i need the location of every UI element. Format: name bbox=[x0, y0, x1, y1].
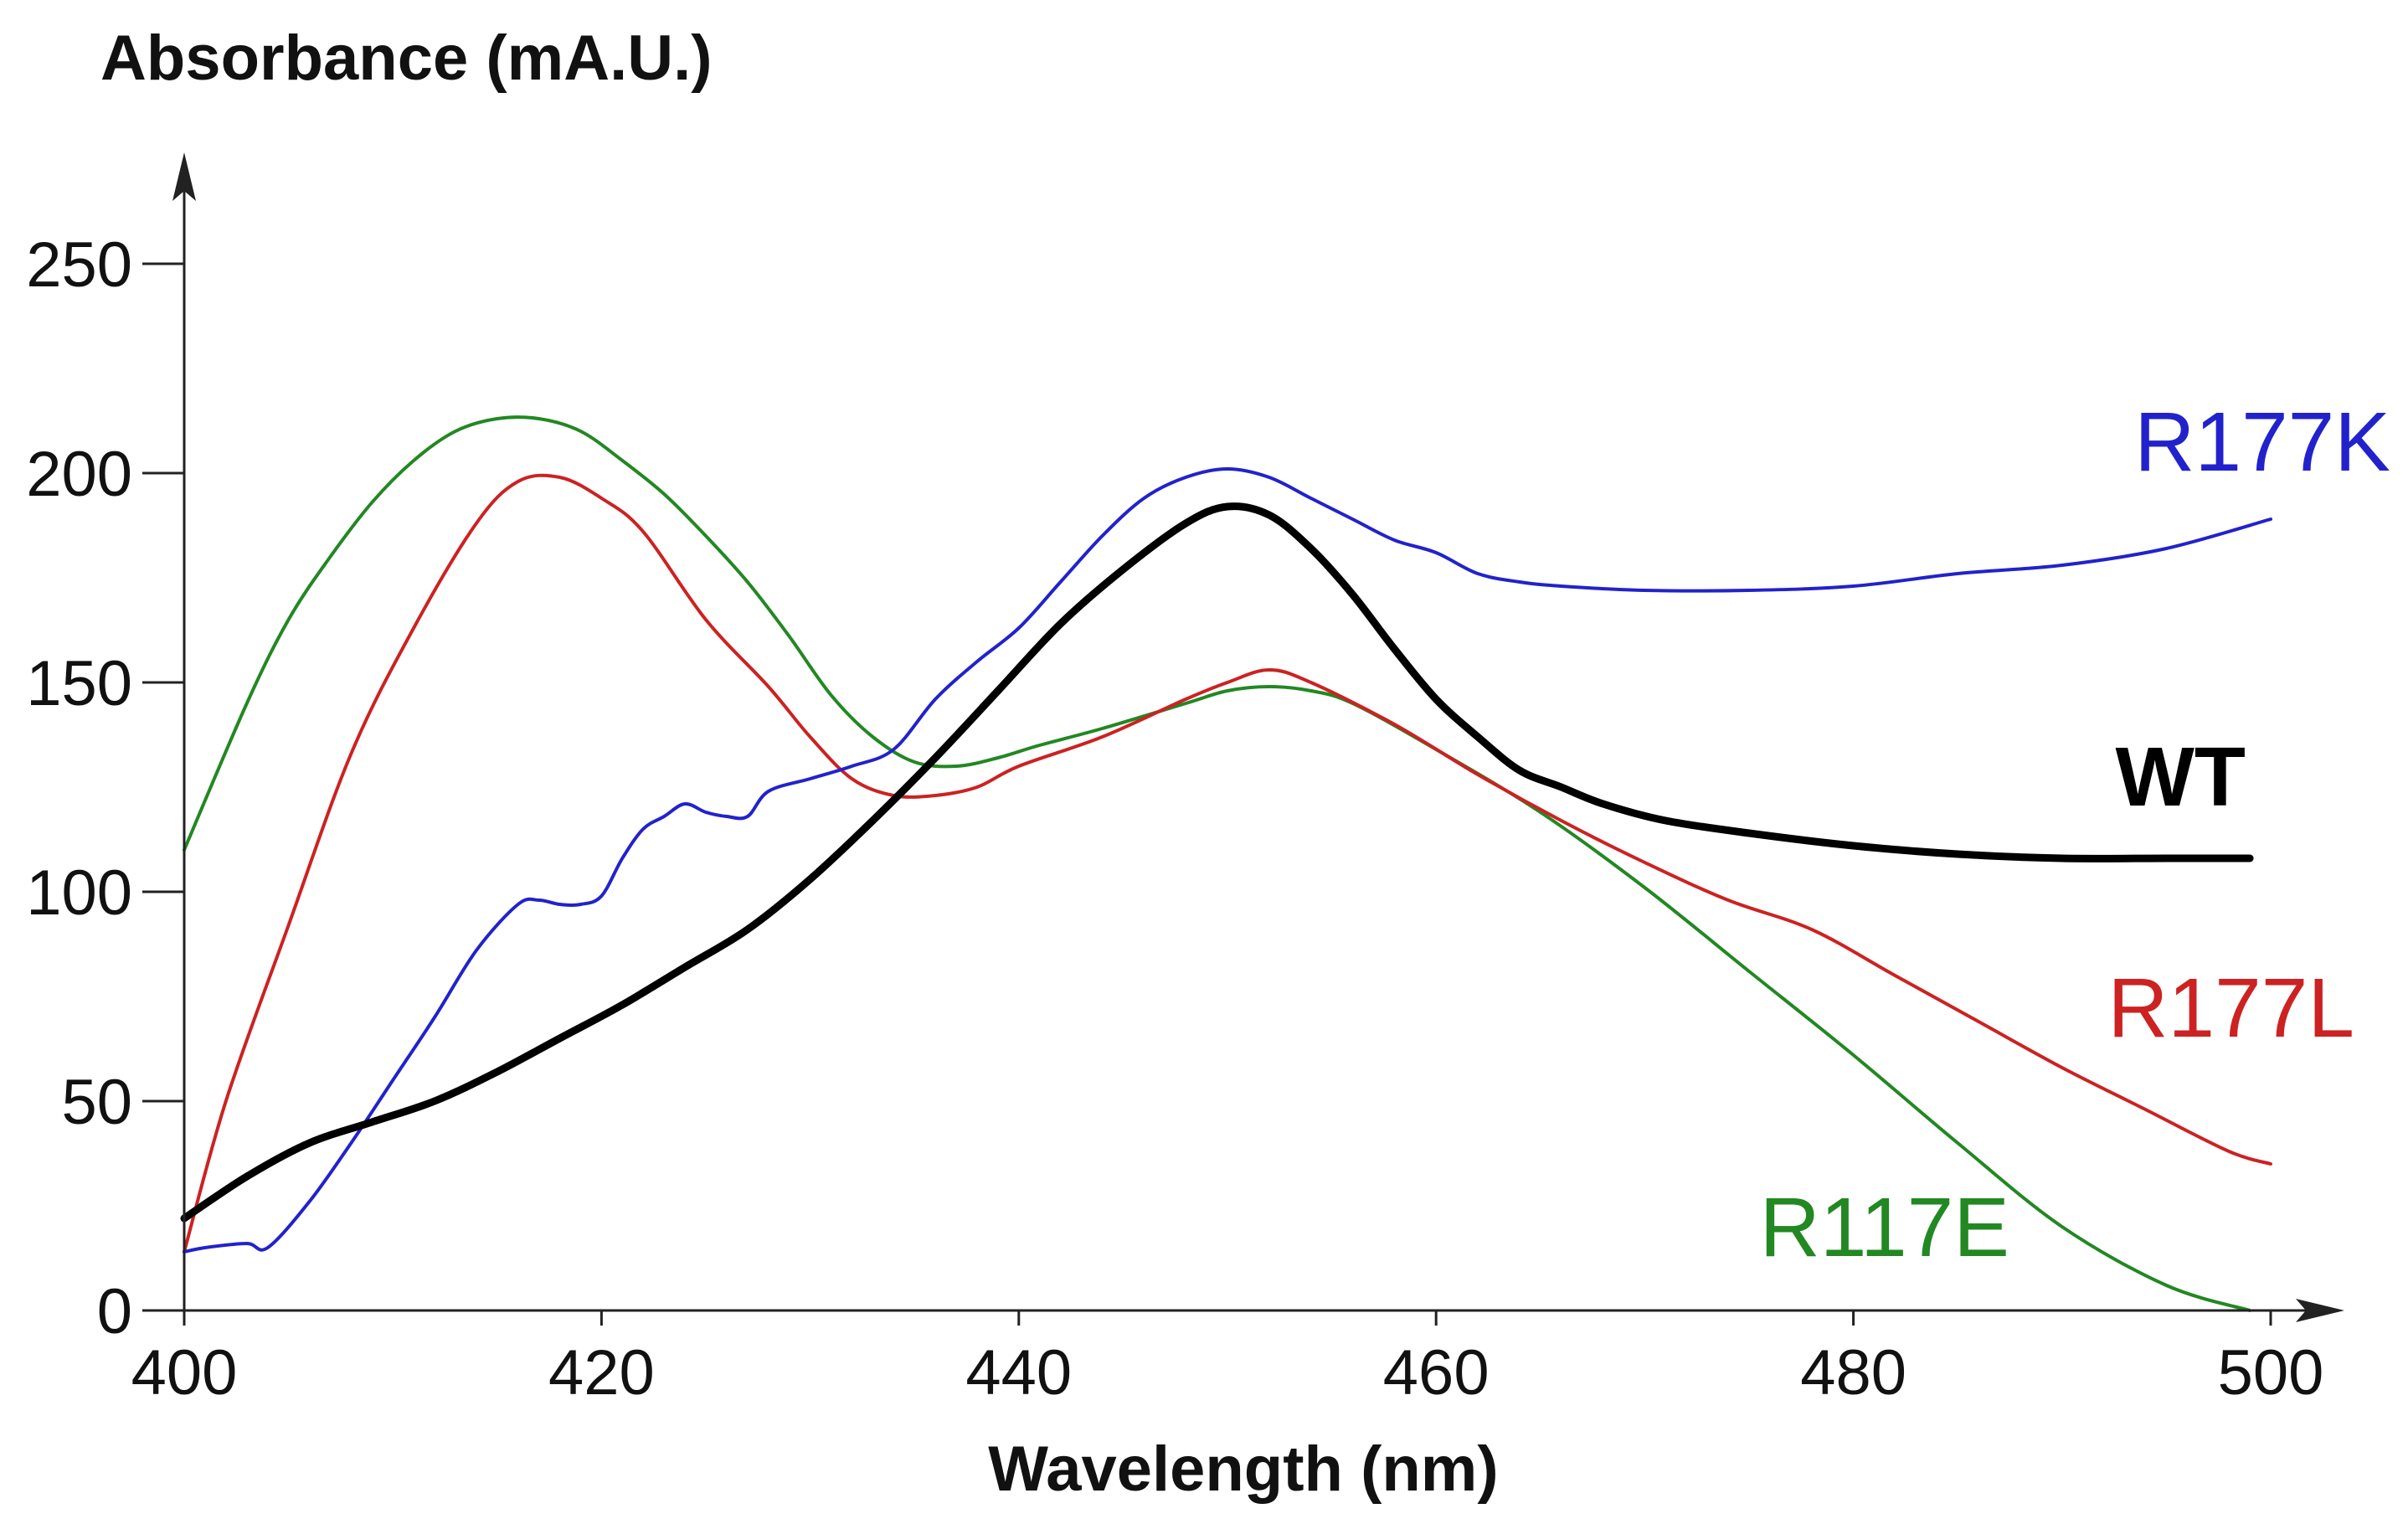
axes-layer bbox=[172, 152, 2344, 1322]
x-tick-label: 500 bbox=[2218, 1337, 2324, 1408]
x-axis-title: Wavelength (nm) bbox=[988, 1434, 1498, 1505]
series-line-r177l bbox=[183, 473, 2272, 1254]
x-tick-label: 460 bbox=[1383, 1337, 1490, 1408]
x-tick-label: 400 bbox=[131, 1337, 238, 1408]
y-tick-label: 250 bbox=[26, 229, 132, 301]
series-layer bbox=[180, 415, 2272, 1312]
series-line-r117e bbox=[183, 415, 2252, 1312]
y-axis-title: Absorbance (mA.U.) bbox=[100, 23, 713, 94]
y-tick-label: 150 bbox=[26, 648, 132, 719]
series-label-r177l: R177L bbox=[2107, 961, 2354, 1055]
y-tick-label: 0 bbox=[97, 1276, 132, 1347]
series-line-wt bbox=[180, 502, 2254, 1223]
y-tick-label: 200 bbox=[26, 439, 132, 510]
y-tick-label: 100 bbox=[26, 857, 132, 929]
series-label-wt: WT bbox=[2116, 730, 2246, 824]
y-axis-arrow bbox=[172, 152, 196, 201]
series-label-r117e: R117E bbox=[1760, 1181, 2009, 1274]
series-line-r177k bbox=[183, 467, 2272, 1254]
x-axis-arrow bbox=[2296, 1299, 2344, 1322]
series-label-r177k: R177K bbox=[2134, 395, 2390, 489]
x-tick-label: 420 bbox=[548, 1337, 655, 1408]
y-tick-label: 50 bbox=[61, 1067, 132, 1138]
ticks-layer: 0 50 100 150 200 250 400 420 440 460 480 500 bbox=[26, 229, 2323, 1408]
x-tick-label: 440 bbox=[965, 1337, 1072, 1408]
x-tick-label: 480 bbox=[1800, 1337, 1906, 1408]
labels-layer: R177K WT R177L R117E bbox=[1760, 395, 2390, 1274]
